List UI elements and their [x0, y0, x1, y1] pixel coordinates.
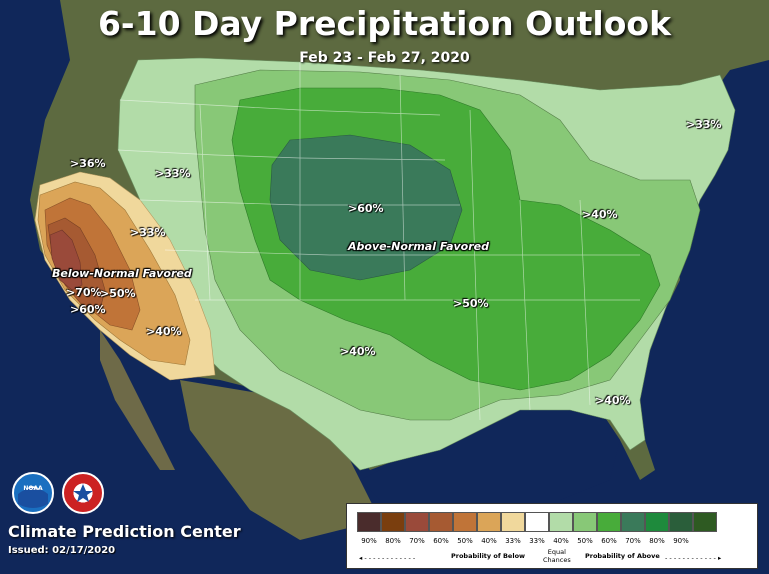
- contour-label-above-40-ohio: >40%: [582, 208, 618, 221]
- above-60-region: [269, 134, 463, 281]
- contour-label-above-40-texas: >40%: [340, 345, 376, 358]
- legend-swatch-below-80: [381, 512, 405, 532]
- legend-caption-equal-line2: Chances: [543, 556, 571, 564]
- state-borders: [117, 62, 640, 421]
- legend-value: 50%: [577, 537, 593, 545]
- legend-swatch-below-33: [501, 512, 525, 532]
- legend-value: 40%: [481, 537, 497, 545]
- contour-label-above-36-oregon: >36%: [70, 157, 106, 170]
- legend-value: 50%: [457, 537, 473, 545]
- legend-caption-above: Probability of Above: [585, 552, 660, 560]
- legend-value: 80%: [649, 537, 665, 545]
- contour-label-below-50-california: >50%: [100, 287, 136, 300]
- landmass-mexico: [180, 380, 380, 540]
- contour-label-below-70-california: >70%: [66, 286, 102, 299]
- issued-date: Issued: 02/17/2020: [8, 545, 116, 556]
- nws-logo-glyph: [73, 484, 93, 502]
- contour-label-above-60-plains: >60%: [348, 202, 384, 215]
- legend-swatch-below-90: [357, 512, 381, 532]
- map-title: 6-10 Day Precipitation Outlook: [97, 4, 672, 43]
- contour-label-above-33-northeast: >33%: [686, 118, 722, 131]
- legend-swatch-below-60: [429, 512, 453, 532]
- nws-logo-icon: [62, 472, 104, 514]
- contour-label-above-33-northwest: >33%: [155, 167, 191, 180]
- legend-swatch-below-70: [405, 512, 429, 532]
- contour-label-above-40-florida: >40%: [595, 394, 631, 407]
- contour-label-below-33-nevada: >33%: [130, 226, 166, 239]
- legend-swatch-above-33: [549, 512, 573, 532]
- legend-swatch-above-90: [693, 512, 717, 532]
- below-70-region: [49, 229, 83, 291]
- legend-arrow-left: ◂ - - - - - - - - - - - -: [359, 554, 416, 562]
- noaa-logo-glyph: NOAA: [18, 485, 48, 508]
- region-label-above-normal: Above-Normal Favored: [348, 240, 489, 253]
- legend-arrow-right: - - - - - - - - - - - - ▸: [665, 554, 722, 562]
- legend-value: 80%: [385, 537, 401, 545]
- organization-name: Climate Prediction Center: [8, 522, 241, 541]
- noaa-logo-text: NOAA: [23, 485, 43, 492]
- legend-caption-equal-line1: Equal: [547, 548, 566, 556]
- legend-swatches: [357, 512, 717, 534]
- region-label-below-normal: Below-Normal Favored: [52, 267, 192, 280]
- legend-swatch-above-60: [621, 512, 645, 532]
- contour-label-above-50-mississippi: >50%: [453, 297, 489, 310]
- legend-caption-below: Probability of Below: [451, 552, 526, 560]
- legend-values: 90% 80% 70% 60% 50% 40% 33% 33% 40% 50% …: [357, 537, 693, 545]
- noaa-logo-icon: NOAA: [12, 472, 54, 514]
- probability-legend: 90% 80% 70% 60% 50% 40% 33% 33% 40% 50% …: [346, 503, 758, 569]
- gulf-of-mexico: [360, 402, 620, 510]
- legend-value: 40%: [553, 537, 569, 545]
- landmass-baja: [100, 330, 175, 470]
- legend-value: 60%: [433, 537, 449, 545]
- legend-caption-equal: Equal Chances: [543, 548, 571, 564]
- legend-swatch-above-80: [669, 512, 693, 532]
- legend-value: 70%: [409, 537, 425, 545]
- legend-value: 70%: [625, 537, 641, 545]
- legend-value: 33%: [529, 537, 545, 545]
- legend-swatch-equal: [525, 512, 549, 532]
- legend-swatch-below-50: [453, 512, 477, 532]
- contour-label-below-40-arizona: >40%: [146, 325, 182, 338]
- legend-value: 90%: [673, 537, 689, 545]
- map-date-range: Feb 23 - Feb 27, 2020: [299, 50, 470, 66]
- contour-label-below-60-california: >60%: [70, 303, 106, 316]
- legend-swatch-below-40: [477, 512, 501, 532]
- legend-swatch-above-50: [597, 512, 621, 532]
- legend-swatch-above-70: [645, 512, 669, 532]
- legend-value: 60%: [601, 537, 617, 545]
- legend-value: 90%: [361, 537, 377, 545]
- legend-swatch-above-40: [573, 512, 597, 532]
- legend-value: 33%: [505, 537, 521, 545]
